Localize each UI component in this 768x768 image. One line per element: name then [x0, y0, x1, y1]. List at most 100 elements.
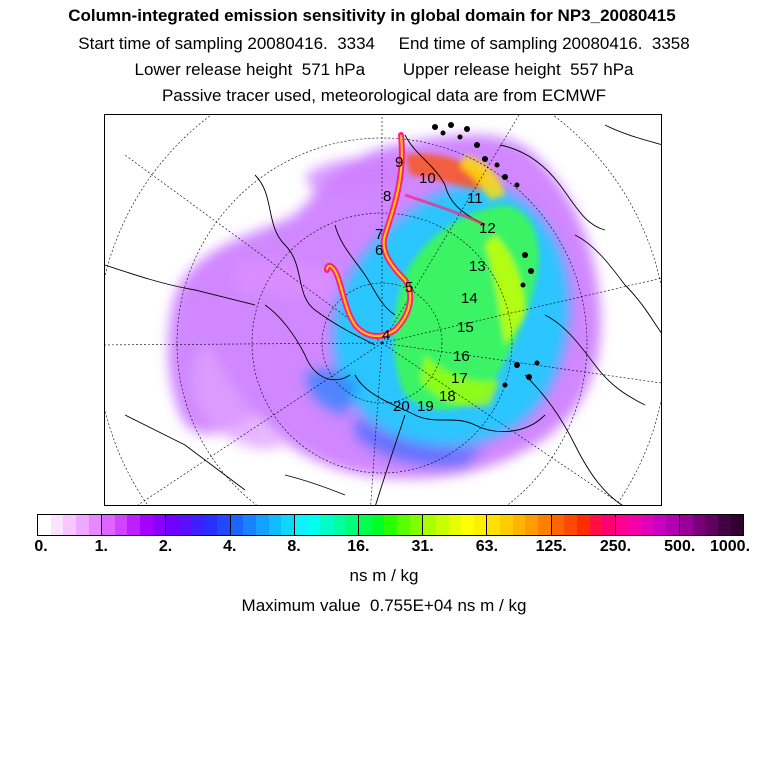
colorbar-cell	[281, 515, 295, 535]
trajectory-label-6: 6	[375, 242, 383, 259]
trajectory-label-12: 12	[479, 220, 496, 237]
colorbar-tick-label: 1000.	[709, 538, 751, 555]
sensitivity-high	[393, 153, 539, 410]
graticule	[105, 115, 661, 505]
colorbar-cell	[216, 515, 231, 535]
colorbar-cell	[705, 515, 718, 535]
colorbar-cell	[500, 515, 513, 535]
colorbar-tick-labels: 0. 1. 2. 4. 8. 16. 31. 63. 125. 250. 500. 1000.	[0, 538, 768, 560]
colorbar-tick-label: 1.	[94, 538, 108, 555]
trajectory-line	[324, 132, 486, 339]
colorbar-tick-label: 250.	[599, 538, 632, 555]
colorbar-cell	[140, 515, 153, 535]
colorbar-cell	[230, 515, 244, 535]
colorbar-cell	[88, 515, 103, 535]
colorbar-cell	[396, 515, 410, 535]
colorbar-cell	[461, 515, 474, 535]
colorbar-cell	[75, 515, 89, 535]
colorbar-cell	[114, 515, 128, 535]
colorbar-cell	[473, 515, 488, 535]
trajectory-label-9: 9	[395, 154, 403, 171]
trajectory-label-7: 7	[375, 226, 383, 243]
colorbar-cell	[564, 515, 577, 535]
colorbar-cell	[628, 515, 642, 535]
trajectory-label-5: 5	[405, 279, 413, 296]
colorbar-tick-label: 0.	[34, 538, 48, 555]
colorbar-cell	[487, 515, 501, 535]
colorbar-cell	[384, 515, 397, 535]
maximum-value-label: Maximum value 0.755E+04 ns m / kg	[241, 596, 527, 615]
colorbar-tick-label: 31.	[411, 538, 434, 555]
trajectory-label-8: 8	[383, 188, 391, 205]
colorbar-cell	[589, 515, 603, 535]
colorbar-cell	[179, 515, 192, 535]
trajectory-label-11: 11	[467, 190, 483, 207]
colorbar-tick-label: 4.	[223, 538, 237, 555]
colorbar-cell	[332, 515, 346, 535]
colorbar-cell	[191, 515, 205, 535]
colorbar-cell	[423, 515, 436, 535]
colorbar-cell	[345, 515, 360, 535]
colorbar-units: ns m / kg	[349, 566, 419, 585]
coastlines	[105, 124, 661, 505]
trajectory-label-19: 19	[417, 398, 434, 415]
colorbar-cell	[730, 515, 744, 535]
colorbar-cell	[294, 515, 308, 535]
trajectory-label-4: 4	[382, 327, 390, 344]
trajectory-label-14: 14	[461, 290, 478, 307]
map-title: Column-integrated emission sensitivity i…	[68, 6, 676, 25]
colorbar-cell	[615, 515, 629, 535]
colorbar-cell	[359, 515, 372, 535]
tracer-info-line: Passive tracer used, meteorological data…	[161, 86, 607, 105]
colorbar-tick-label: 16.	[347, 538, 370, 555]
colorbar-cell	[127, 515, 141, 535]
colorbar-cell	[371, 515, 385, 535]
colorbar-cell	[409, 515, 424, 535]
colorbar-cell	[307, 515, 321, 535]
colorbar-cell	[641, 515, 654, 535]
colorbar-cell	[320, 515, 333, 535]
trajectory-label-20: 20	[393, 398, 410, 415]
trajectory-label-18: 18	[439, 388, 456, 405]
colorbar-cell	[525, 515, 538, 535]
colorbar-cell	[653, 515, 667, 535]
colorbar-cell	[680, 515, 693, 535]
colorbar-cell	[551, 515, 565, 535]
colorbar-cell	[166, 515, 180, 535]
colorbar-cell	[537, 515, 552, 535]
colorbar-cell	[50, 515, 64, 535]
colorbar-cell	[102, 515, 115, 535]
trajectory-label-15: 15	[457, 319, 474, 336]
trajectory-label-17: 17	[451, 370, 468, 387]
colorbar	[37, 514, 744, 536]
colorbar-cell	[717, 515, 731, 535]
colorbar-cell	[152, 515, 167, 535]
colorbar-cell	[204, 515, 217, 535]
trajectory-labels: 4 5 6 7 8 9 10 11 12 13 14 15 16 17 18 1…	[375, 154, 496, 415]
colorbar-tick-label: 2.	[158, 538, 173, 555]
colorbar-cell	[435, 515, 449, 535]
colorbar-cell	[666, 515, 681, 535]
trajectory-label-13: 13	[469, 258, 486, 275]
sampling-time-line: Start time of sampling 20080416. 3334 En…	[78, 34, 690, 53]
trajectory-label-10: 10	[419, 170, 436, 187]
map-panel: 4 5 6 7 8 9 10 11 12 13 14 15 16 17 18 1…	[104, 114, 662, 506]
colorbar-cell	[602, 515, 616, 535]
colorbar-tick-label: 500.	[664, 538, 696, 555]
colorbar-tick-label: 125.	[535, 538, 567, 555]
sensitivity-map: 4 5 6 7 8 9 10 11 12 13 14 15 16 17 18 1…	[105, 115, 661, 505]
high-sensitivity-spots	[432, 122, 540, 388]
colorbar-cell	[512, 515, 526, 535]
colorbar-cell	[38, 515, 51, 535]
colorbar-cell	[268, 515, 282, 535]
colorbar-cell	[448, 515, 462, 535]
colorbar-cell	[576, 515, 590, 535]
release-height-line: Lower release height 571 hPa Upper relea…	[134, 60, 634, 79]
colorbar-cell	[255, 515, 269, 535]
trajectory-label-16: 16	[453, 348, 470, 365]
colorbar-tick-label: 8.	[287, 538, 301, 555]
colorbar-cell	[243, 515, 256, 535]
colorbar-cell	[692, 515, 706, 535]
colorbar-tick-label: 63.	[475, 538, 499, 555]
colorbar-cell	[63, 515, 76, 535]
